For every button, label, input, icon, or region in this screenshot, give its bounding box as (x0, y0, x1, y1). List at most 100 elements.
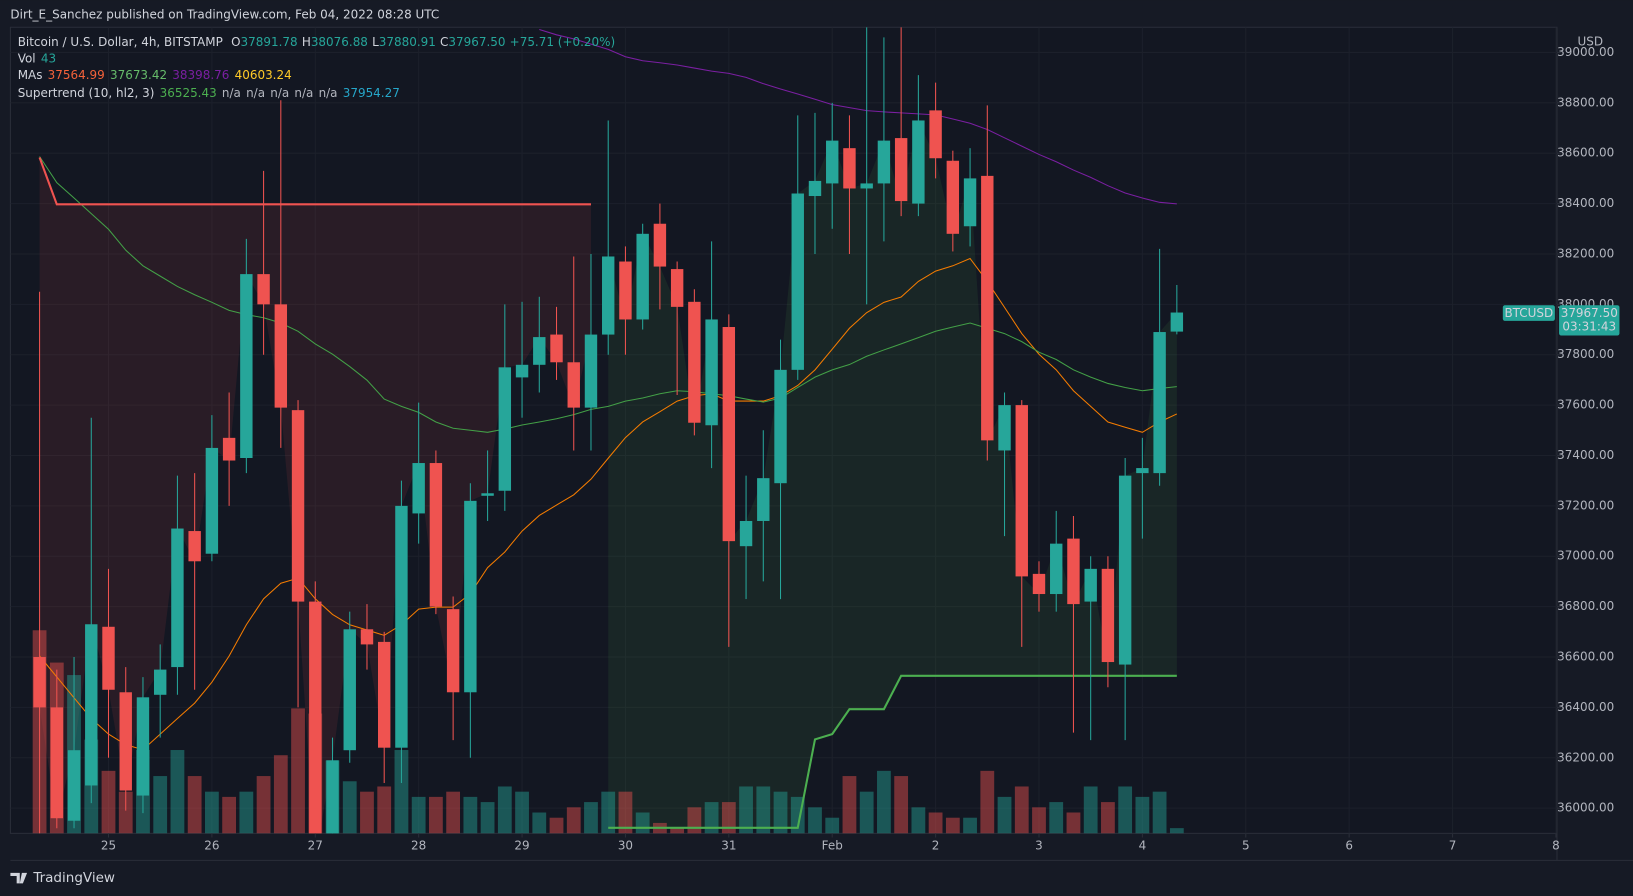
currency: USD (1578, 34, 1604, 48)
volume-bar (566, 807, 581, 834)
volume-bar (997, 796, 1012, 834)
candle-body (136, 697, 150, 796)
volume-bar (394, 750, 409, 834)
volume-bar (429, 796, 443, 834)
volume-bar (670, 828, 685, 834)
brand: TradingView (32, 870, 115, 886)
candle-body (412, 463, 425, 514)
candle-body (877, 140, 891, 184)
candle-body (205, 447, 219, 554)
volume-bar (601, 791, 616, 834)
volume-bar (118, 791, 133, 834)
y-tick-label: 37600.00 (1557, 398, 1614, 412)
volume-bar (497, 786, 512, 834)
candle-body (67, 750, 81, 821)
y-tick-label: 39000.00 (1557, 45, 1614, 59)
legend-item: Vol (18, 51, 36, 65)
candle-body (274, 304, 288, 408)
legend-item: 37564.99 (48, 68, 105, 82)
x-tick-label: 29 (514, 838, 529, 852)
y-tick-label: 37200.00 (1557, 498, 1614, 512)
candle-body (653, 223, 667, 267)
legend-item: +75.71 (+0.20%) (510, 34, 615, 48)
x-tick-label: Feb (822, 838, 843, 852)
y-tick-label: 36200.00 (1557, 750, 1614, 764)
volume-bar (842, 776, 857, 834)
candle-body (808, 180, 822, 197)
volume-bar (739, 786, 753, 834)
legend-item: 37967.50 (448, 34, 505, 48)
volume-bar (1083, 786, 1098, 834)
volume-bar (515, 791, 529, 834)
volume-bar (463, 796, 478, 834)
y-tick-label: 36800.00 (1557, 599, 1614, 613)
last-price-box (1559, 305, 1620, 336)
candle-body (429, 463, 443, 607)
volume-bar (411, 796, 426, 834)
candle-body (1153, 332, 1166, 474)
candle-body (1170, 312, 1184, 332)
candle-body (1101, 568, 1115, 663)
candle-body (1136, 468, 1149, 474)
x-tick-label: 7 (1449, 838, 1457, 852)
candle-body (946, 160, 960, 234)
volume-bar (618, 791, 633, 834)
supertrend-line (38, 157, 591, 206)
x-tick-label: 25 (101, 838, 116, 852)
countdown: 03:31:43 (1562, 320, 1616, 334)
candle-body (1032, 573, 1046, 595)
candle-body (50, 707, 64, 819)
x-tick-label: 8 (1552, 838, 1560, 852)
legend-item: n/a (319, 85, 338, 99)
x-tick-label: 5 (1242, 838, 1250, 852)
candle-body (670, 269, 684, 307)
candle-body (481, 493, 494, 496)
volume-bar (773, 791, 788, 834)
x-tick-label: 3 (1035, 838, 1043, 852)
volume-bar (945, 817, 960, 834)
legend-item: 40603.24 (235, 68, 292, 82)
volume-bar (377, 786, 392, 834)
candle-body (1050, 543, 1063, 595)
volume-bar (239, 791, 254, 834)
candle-body (326, 760, 339, 834)
legend-item: 37891.78 (241, 34, 298, 48)
legend-supertrend: Supertrend (10, hl2, 3) 36525.43 n/a n/a n/a… (18, 85, 400, 99)
volume-bar (153, 776, 168, 834)
candle-body (722, 327, 736, 542)
symbol-box (1502, 305, 1555, 321)
x-tick-label: 28 (411, 838, 426, 852)
volume-bar (1118, 786, 1133, 834)
y-tick-label: 36600.00 (1557, 650, 1614, 664)
candle-body (33, 657, 46, 708)
legend-item: n/a (294, 85, 313, 99)
volume-bar (1169, 828, 1184, 834)
legend-item: 37673.42 (110, 68, 167, 82)
legend-item: 36525.43 (160, 85, 217, 99)
candle-body (395, 505, 408, 748)
candle-body (843, 148, 856, 189)
candle-body (1118, 475, 1132, 665)
legend-item: 38398.76 (172, 68, 229, 82)
legend-item: L (372, 34, 379, 48)
y-tick-label: 37800.00 (1557, 347, 1614, 361)
supertrend-line (608, 674, 1177, 829)
candle-body (119, 692, 132, 791)
candle-body (343, 629, 356, 751)
candle-body (739, 520, 753, 547)
candle-body (102, 626, 115, 690)
legend-item: n/a (246, 85, 265, 99)
volume-bar (911, 807, 926, 834)
volume-bar (101, 770, 116, 834)
candle-body (774, 369, 787, 484)
legend-item: n/a (222, 85, 241, 99)
candle-body (291, 410, 305, 602)
legend-item: n/a (270, 85, 289, 99)
volume-bar (877, 770, 891, 834)
volume-bar (635, 812, 650, 834)
volume-bar (808, 807, 822, 834)
candle-body (567, 362, 580, 408)
volume-bar (342, 781, 357, 834)
candle-body (85, 624, 98, 786)
